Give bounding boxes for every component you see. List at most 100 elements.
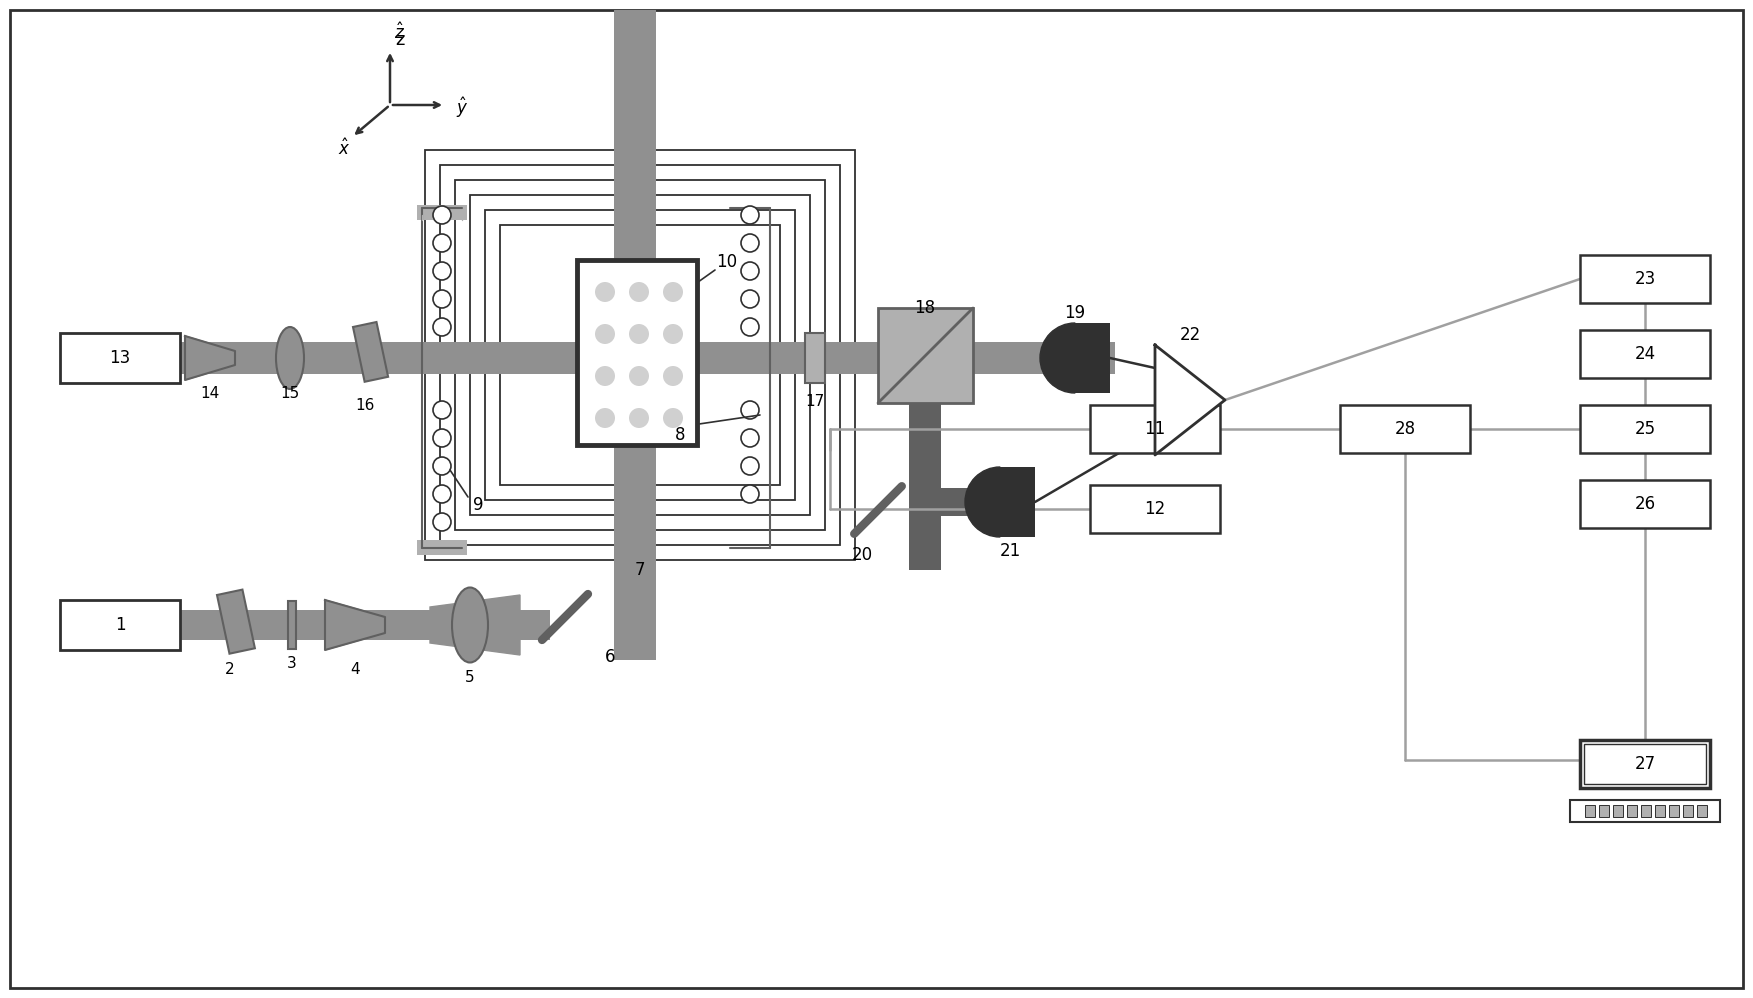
Bar [999,467,1034,537]
Bar [60,600,181,650]
Text: 1: 1 [114,616,124,634]
Text: 9: 9 [473,496,484,514]
Bar [456,180,826,530]
Bar [1075,323,1110,393]
Text: 7: 7 [635,561,645,579]
Circle shape [742,401,759,419]
Text: $\hat{x}$: $\hat{x}$ [338,139,351,160]
Text: 14: 14 [200,385,219,400]
Text: 5: 5 [465,670,475,685]
Polygon shape [324,600,386,650]
Text: 28: 28 [1394,420,1416,438]
Bar [1579,740,1709,788]
Bar [614,10,656,660]
Bar [440,165,840,545]
Circle shape [629,408,649,428]
Ellipse shape [275,327,303,389]
Bar [805,333,826,383]
Circle shape [742,318,759,336]
Polygon shape [429,595,521,655]
Bar [1683,805,1693,817]
Circle shape [433,290,451,308]
Text: 23: 23 [1634,270,1655,288]
Wedge shape [964,467,999,537]
Bar [1579,405,1709,453]
Circle shape [433,457,451,475]
Text: z: z [394,31,405,49]
Text: 13: 13 [109,349,131,367]
Bar [1579,255,1709,303]
Circle shape [742,234,759,252]
Circle shape [663,366,684,386]
Bar [60,333,181,383]
Text: $\hat{z}$: $\hat{z}$ [394,23,405,43]
Circle shape [629,366,649,386]
Text: 19: 19 [1064,304,1085,322]
Bar [1571,800,1720,822]
Bar [1090,405,1220,453]
Polygon shape [186,336,235,380]
Text: 2: 2 [224,663,235,678]
Text: 21: 21 [999,542,1020,560]
Bar [1579,480,1709,528]
Circle shape [742,485,759,503]
Bar [1339,405,1471,453]
Bar [1599,805,1609,817]
Bar [1090,485,1220,533]
Circle shape [629,282,649,302]
Circle shape [663,324,684,344]
Circle shape [742,206,759,224]
Bar [910,403,941,570]
Text: 3: 3 [287,656,296,671]
Circle shape [433,485,451,503]
Text: 17: 17 [805,394,824,409]
Circle shape [594,324,615,344]
Text: 8: 8 [675,426,685,444]
Bar [1655,805,1665,817]
Text: 16: 16 [356,397,375,412]
Bar [470,195,810,515]
Bar [417,540,466,555]
Circle shape [433,513,451,531]
Bar [1669,805,1679,817]
Circle shape [742,457,759,475]
Text: 6: 6 [605,648,615,666]
Bar [1627,805,1637,817]
Bar [878,308,973,403]
Polygon shape [1155,345,1225,455]
Circle shape [594,408,615,428]
Text: 24: 24 [1634,345,1655,363]
Circle shape [433,401,451,419]
Text: 18: 18 [915,299,936,317]
Text: 4: 4 [351,663,359,678]
Bar [973,342,1094,374]
Text: $\hat{y}$: $\hat{y}$ [456,96,468,121]
Circle shape [433,429,451,447]
Bar [1585,744,1706,784]
Circle shape [433,318,451,336]
Bar [486,210,796,500]
Bar [1697,805,1707,817]
Bar [577,260,698,445]
Text: 11: 11 [1145,420,1166,438]
Circle shape [433,206,451,224]
Bar [500,225,780,485]
Text: 12: 12 [1145,500,1166,518]
Text: 20: 20 [852,546,873,564]
Bar [910,488,999,516]
Bar [424,150,855,560]
Circle shape [742,262,759,280]
Circle shape [594,282,615,302]
Wedge shape [1040,323,1075,393]
Text: 15: 15 [280,385,300,400]
Text: 27: 27 [1634,755,1655,773]
Bar [417,205,466,220]
Text: 25: 25 [1634,420,1655,438]
Circle shape [629,324,649,344]
Ellipse shape [452,588,487,663]
Bar [1585,805,1595,817]
Bar [60,342,1115,374]
Circle shape [742,290,759,308]
Circle shape [433,262,451,280]
Bar [60,610,550,640]
